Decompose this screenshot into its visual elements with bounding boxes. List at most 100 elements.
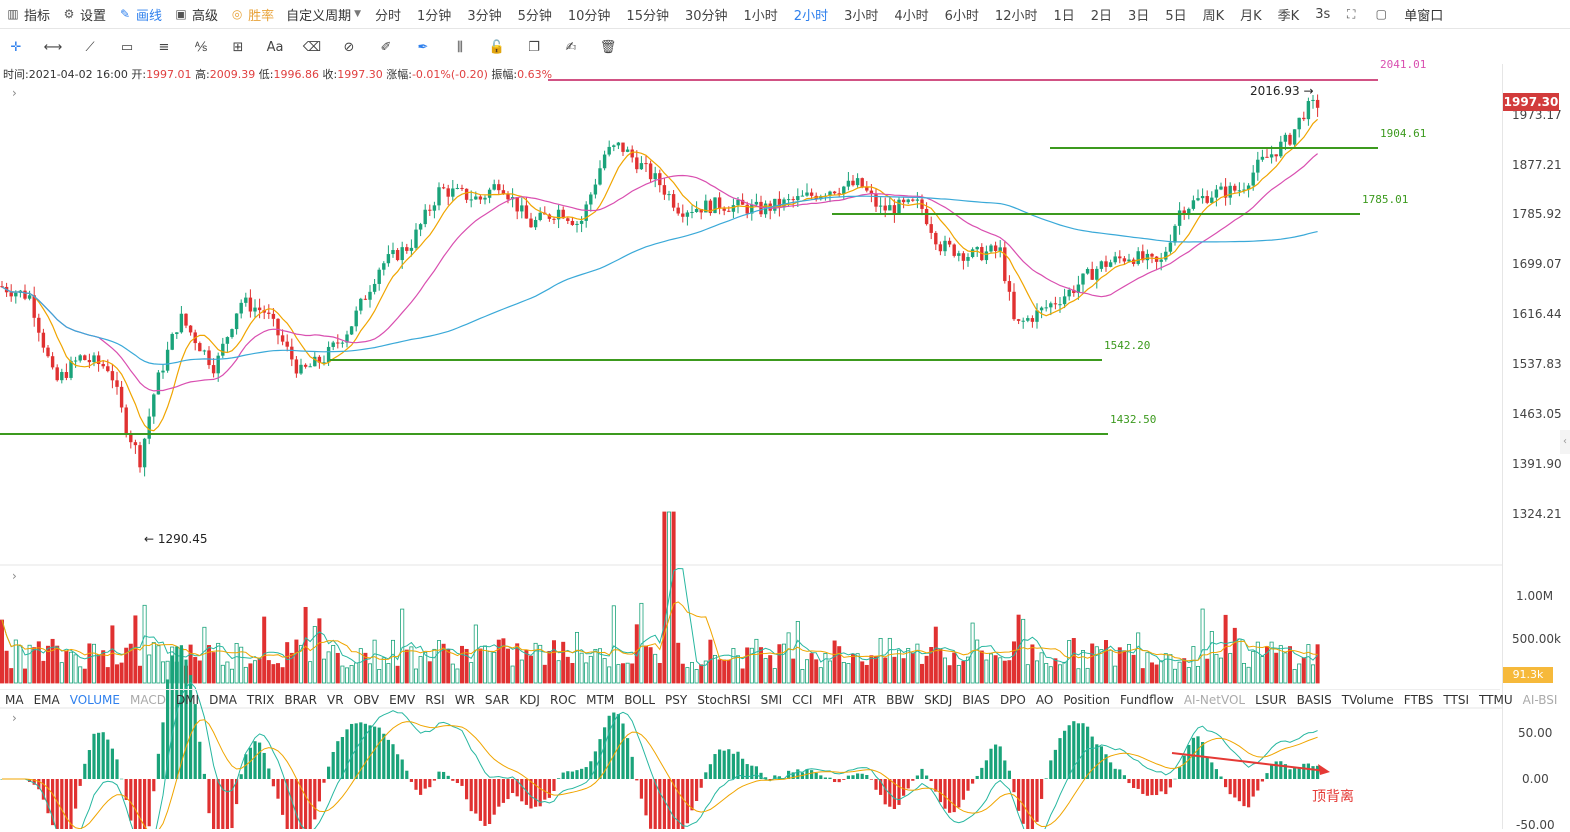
rectangle-icon[interactable]: ▭: [120, 39, 134, 55]
macd-panel-collapse-icon[interactable]: ›: [12, 711, 17, 725]
indicator-tab[interactable]: CCI: [792, 693, 813, 707]
candle-icon[interactable]: ⫼: [457, 39, 463, 55]
volume-bar: [395, 665, 400, 684]
indicator-tab[interactable]: TVolume: [1341, 693, 1394, 707]
indicator-tab[interactable]: MFI: [822, 693, 844, 707]
text-icon[interactable]: Aa: [266, 39, 284, 55]
main-panel-collapse-icon[interactable]: ›: [12, 86, 17, 100]
indicator-tab[interactable]: MTM: [586, 693, 615, 707]
period-tab[interactable]: 1小时: [743, 8, 778, 24]
volume-ma-line: [1, 567, 1318, 667]
divergence-arrow-head: [1318, 764, 1330, 775]
parallel-lines-icon[interactable]: ≡: [158, 39, 170, 55]
macd-histogram-bar: [1118, 769, 1122, 779]
indicator-tab[interactable]: EMV: [389, 693, 416, 707]
custom-period-dropdown[interactable]: 自定义周期 ▼: [286, 8, 362, 24]
period-tab[interactable]: 月K: [1240, 8, 1262, 24]
volume-bar: [1076, 668, 1081, 684]
settings-button[interactable]: ⚙ 设置: [63, 7, 107, 24]
indicator-tab[interactable]: ATR: [853, 693, 877, 707]
indicator-tab[interactable]: DMI: [175, 693, 200, 707]
indicator-tab[interactable]: TRIX: [246, 693, 275, 707]
period-tab[interactable]: 周K: [1202, 8, 1225, 24]
edit-icon[interactable]: ✍: [565, 39, 577, 55]
indicator-tab[interactable]: VR: [326, 693, 344, 707]
indicator-tab[interactable]: LSUR: [1255, 693, 1287, 707]
fib-icon[interactable]: ⅍: [194, 40, 208, 55]
trash-icon[interactable]: 🗑: [599, 39, 617, 55]
fullscreen-button[interactable]: ⛶: [1338, 0, 1368, 28]
indicator-tab[interactable]: VOLUME: [69, 693, 120, 707]
period-tab[interactable]: 2小时: [793, 8, 829, 24]
indicator-tab[interactable]: EMA: [33, 693, 60, 707]
period-tab[interactable]: 15分钟: [626, 8, 669, 24]
indicator-tab[interactable]: BBW: [886, 693, 915, 707]
period-tab[interactable]: 季K: [1277, 8, 1300, 24]
period-tab[interactable]: 2日: [1090, 8, 1113, 24]
indicator-button[interactable]: ▥ 指标: [7, 7, 51, 24]
period-tab[interactable]: 6小时: [944, 8, 979, 24]
indicator-tab[interactable]: MA: [5, 693, 24, 707]
eraser-icon[interactable]: ⌫: [302, 39, 322, 55]
indicator-tab[interactable]: DPO: [999, 693, 1026, 707]
magnet-icon[interactable]: ⊘: [343, 39, 355, 55]
indicator-tab[interactable]: AI-BSI: [1522, 693, 1558, 707]
period-tab[interactable]: 5日: [1165, 8, 1187, 24]
period-tab[interactable]: 分时: [375, 8, 402, 24]
indicator-tab[interactable]: MACD: [129, 693, 166, 707]
indicator-tab[interactable]: BIAS: [962, 693, 990, 707]
indicator-tab[interactable]: SMI: [760, 693, 783, 707]
popout-button[interactable]: ▢: [1368, 0, 1398, 28]
indicator-tab[interactable]: StochRSI: [697, 693, 751, 707]
indicator-tab[interactable]: WR: [454, 693, 475, 707]
indicator-tab[interactable]: SAR: [484, 693, 510, 707]
ray-line-icon[interactable]: ⟋: [85, 39, 95, 55]
advanced-button[interactable]: ▣ 高级: [175, 7, 219, 24]
indicator-tab[interactable]: Fundflow: [1120, 693, 1174, 707]
indicator-tab[interactable]: ROC: [549, 693, 577, 707]
volume-panel-collapse-icon[interactable]: ›: [12, 569, 17, 583]
period-tab[interactable]: 30分钟: [684, 8, 728, 24]
indicator-tab[interactable]: AI-NetVOL: [1183, 693, 1246, 707]
candlestick-chart[interactable]: [0, 64, 1502, 829]
indicator-tab[interactable]: FTBS: [1403, 693, 1434, 707]
volume-bar: [1035, 660, 1040, 684]
macd-histogram-bar: [74, 779, 78, 809]
indicator-tab[interactable]: SKDJ: [924, 693, 953, 707]
expand-panel-icon[interactable]: ‹: [1560, 430, 1570, 454]
indicator-tab[interactable]: TTMU: [1479, 693, 1513, 707]
copy-icon[interactable]: ❐: [528, 39, 540, 55]
period-tab[interactable]: 1日: [1053, 8, 1075, 24]
single-window-button[interactable]: 单窗口: [1404, 8, 1444, 24]
period-tab[interactable]: 5分钟: [517, 8, 552, 24]
indicator-tab[interactable]: TTSI: [1443, 693, 1470, 707]
indicator-tab[interactable]: KDJ: [519, 693, 540, 707]
draw-line-button[interactable]: ✎ 画线: [120, 7, 163, 24]
indicator-tab[interactable]: OBV: [353, 693, 380, 707]
indicator-tab[interactable]: AO: [1035, 693, 1054, 707]
indicator-tab[interactable]: BRAR: [284, 693, 317, 707]
period-tab[interactable]: 10分钟: [567, 8, 611, 24]
period-tab[interactable]: 3小时: [844, 8, 879, 24]
indicator-tab[interactable]: PSY: [665, 693, 688, 707]
indicator-tab[interactable]: BASIS: [1296, 693, 1332, 707]
lock-icon[interactable]: 🔓: [488, 39, 506, 55]
period-tab[interactable]: 12小时: [994, 8, 1038, 24]
period-tab[interactable]: 3s: [1315, 6, 1331, 22]
candle-body: [570, 220, 575, 225]
win-rate-button[interactable]: ◎ 胜率: [231, 7, 275, 24]
period-tab[interactable]: 4小时: [894, 8, 929, 24]
period-tab[interactable]: 1分钟: [417, 8, 452, 24]
measure-icon[interactable]: ⊞: [232, 39, 244, 55]
pen-icon[interactable]: ✒: [417, 39, 429, 55]
horizontal-line-icon[interactable]: ⟷: [43, 39, 63, 55]
indicator-tab[interactable]: Position: [1063, 693, 1111, 707]
indicator-tab[interactable]: RSI: [425, 693, 445, 707]
ruler-icon[interactable]: ✐: [380, 39, 392, 55]
period-tab[interactable]: 3分钟: [467, 8, 502, 24]
period-tab[interactable]: 3日: [1128, 8, 1150, 24]
candle-body: [584, 204, 588, 221]
indicator-tab[interactable]: DMA: [209, 693, 237, 707]
indicator-tab[interactable]: BOLL: [624, 693, 656, 707]
crosshair-icon[interactable]: ✛: [10, 39, 22, 55]
